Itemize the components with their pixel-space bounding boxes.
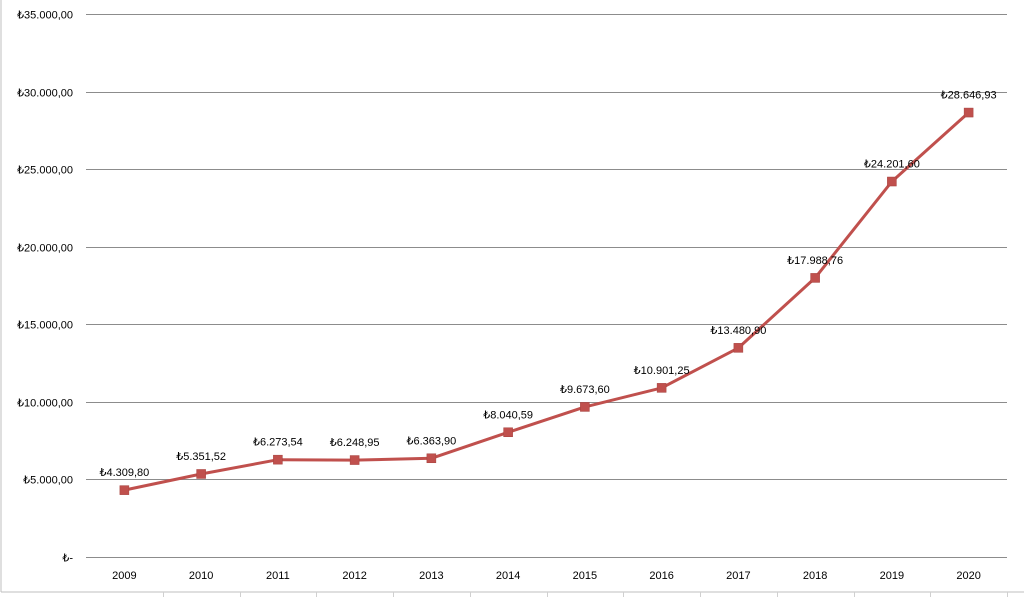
data-label: ₺17.988,76 — [787, 255, 843, 267]
data-point-marker — [503, 427, 513, 438]
data-label: ₺28.646,93 — [941, 90, 997, 102]
data-label: ₺4.309,80 — [99, 467, 149, 479]
data-point-marker — [426, 453, 437, 464]
data-labels: ₺4.309,80 ₺5.351,52 ₺6.273,54 ₺6.248,95 ₺6.3… — [99, 90, 996, 480]
data-point-marker — [733, 343, 744, 353]
y-tick-label: ₺35.000,00 — [17, 10, 73, 22]
data-point-marker — [580, 402, 590, 412]
y-tick-label: ₺25.000,00 — [17, 165, 73, 177]
x-axis-tick-labels: 2009 2010 2011 2012 2013 2014 2015 2016 2017 2018… — [112, 570, 1008, 597]
data-label: ₺6.363,90 — [406, 435, 456, 447]
data-label: ₺10.901,25 — [634, 365, 690, 377]
x-tick-label: 2015 — [573, 570, 597, 582]
x-tick-label: 2013 — [419, 570, 443, 582]
data-label: ₺9.673,60 — [560, 384, 610, 396]
data-label: ₺24.201,60 — [864, 159, 920, 171]
data-point-marker — [887, 176, 897, 187]
y-tick-label: ₺10.000,00 — [17, 398, 73, 410]
x-tick-label: 2019 — [880, 570, 904, 582]
y-tick-label: ₺- — [62, 553, 73, 565]
series-layer — [119, 107, 974, 495]
x-tick-label: 2016 — [649, 570, 673, 582]
data-label: ₺6.248,95 — [330, 437, 380, 449]
series-line — [122, 111, 971, 492]
y-axis-tick-labels: ₺- ₺5.000,00 ₺10.000,00 ₺15.000,00 ₺20.000,0… — [17, 10, 73, 565]
x-tick-label: 2011 — [266, 570, 290, 582]
data-label: ₺13.480,90 — [710, 325, 766, 337]
y-tick-label: ₺30.000,00 — [17, 88, 73, 100]
data-label: ₺5.351,52 — [176, 451, 226, 463]
x-tick-label: 2018 — [803, 570, 827, 582]
x-tick-label: 2009 — [112, 570, 136, 582]
data-point-marker — [810, 273, 820, 283]
data-point-marker — [349, 455, 360, 465]
x-tick-label: 2014 — [496, 570, 520, 582]
x-tick-label: 2020 — [956, 570, 980, 582]
data-label: ₺6.273,54 — [253, 437, 303, 449]
data-point-marker — [656, 383, 667, 393]
data-label: ₺8.040,59 — [483, 409, 533, 421]
data-point-marker — [963, 107, 974, 118]
gridlines — [86, 14, 1007, 558]
data-point-marker — [273, 454, 283, 465]
y-tick-label: ₺20.000,00 — [17, 243, 73, 255]
y-tick-label: ₺5.000,00 — [23, 475, 73, 487]
x-tick-label: 2012 — [342, 570, 366, 582]
x-tick-label: 2017 — [726, 570, 750, 582]
data-point-marker — [196, 469, 206, 479]
x-tick-label: 2010 — [189, 570, 213, 582]
y-tick-label: ₺15.000,00 — [17, 320, 73, 332]
data-point-marker — [119, 485, 130, 495]
